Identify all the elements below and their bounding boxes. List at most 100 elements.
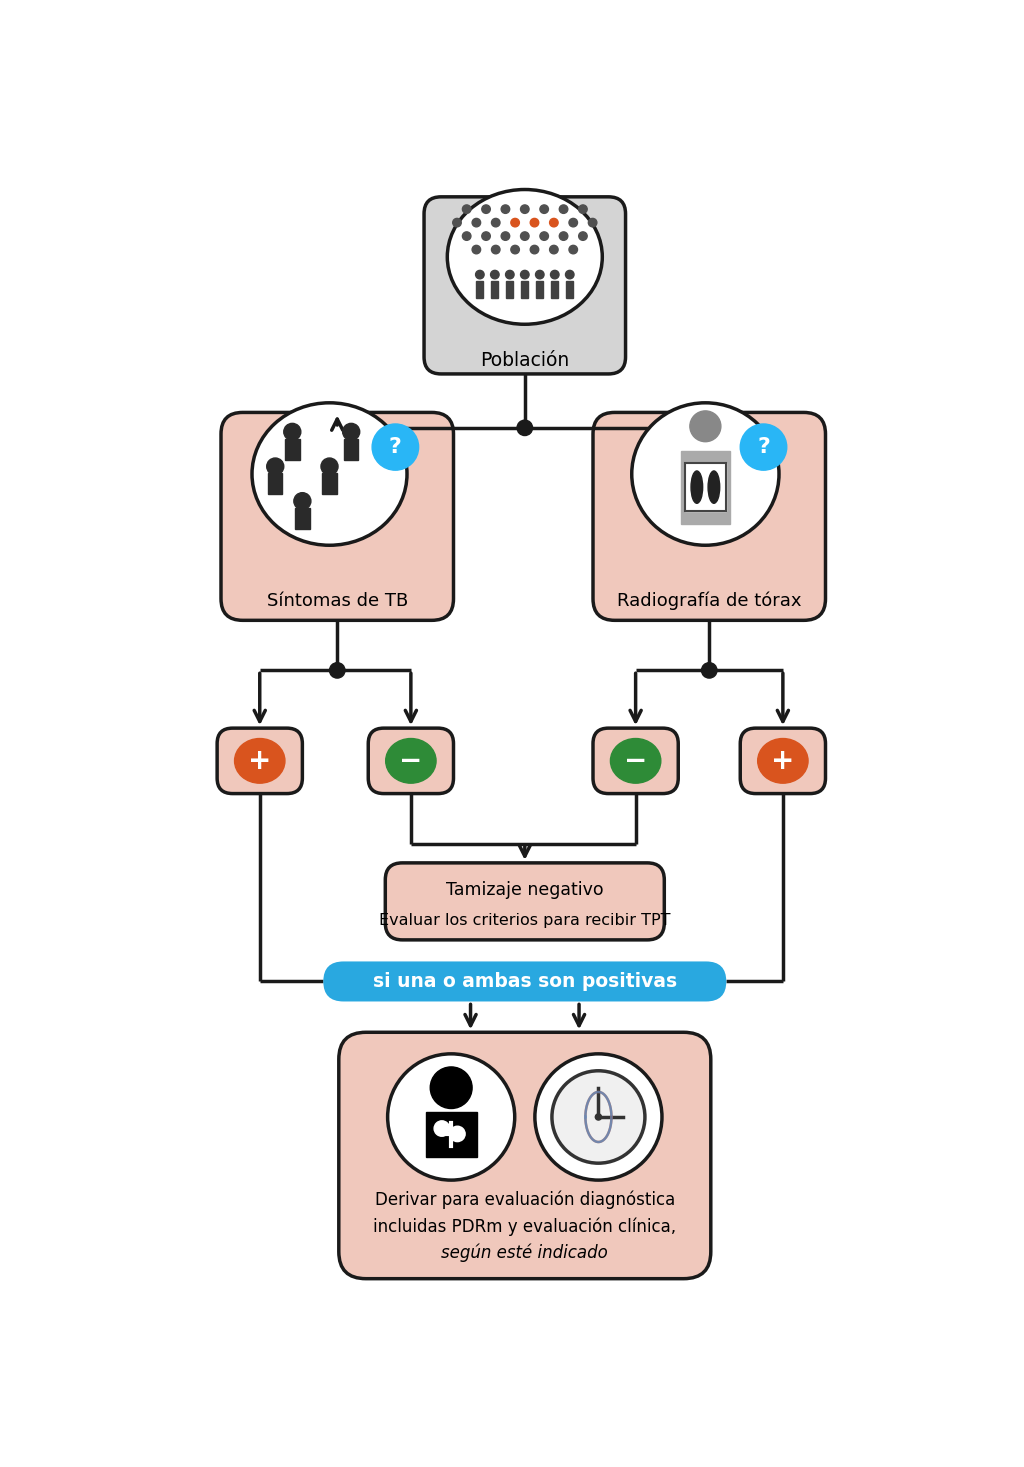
- Circle shape: [536, 270, 544, 279]
- Bar: [323, 474, 337, 494]
- Circle shape: [569, 219, 578, 227]
- Circle shape: [481, 232, 490, 241]
- Text: Evaluar los criterios para recibir TPT: Evaluar los criterios para recibir TPT: [379, 912, 671, 929]
- Ellipse shape: [234, 738, 285, 783]
- Bar: [476, 280, 483, 298]
- Ellipse shape: [447, 189, 602, 324]
- Circle shape: [520, 270, 529, 279]
- Circle shape: [372, 424, 419, 471]
- Circle shape: [492, 219, 500, 227]
- Circle shape: [321, 458, 338, 475]
- FancyBboxPatch shape: [593, 728, 678, 794]
- Circle shape: [530, 219, 539, 227]
- Bar: [566, 280, 573, 298]
- Circle shape: [501, 232, 510, 241]
- Bar: [506, 280, 513, 298]
- Circle shape: [453, 219, 461, 227]
- Text: +: +: [248, 747, 271, 775]
- Text: −: −: [624, 747, 647, 775]
- Ellipse shape: [610, 738, 660, 783]
- Bar: [685, 464, 726, 511]
- Circle shape: [481, 205, 490, 213]
- Bar: [285, 439, 300, 459]
- Circle shape: [595, 1113, 601, 1121]
- FancyBboxPatch shape: [385, 863, 665, 940]
- Circle shape: [450, 1127, 465, 1141]
- Bar: [685, 464, 726, 511]
- Circle shape: [463, 232, 471, 241]
- Text: incluidas PDRm y evaluación clínica,: incluidas PDRm y evaluación clínica,: [373, 1218, 677, 1235]
- Circle shape: [490, 270, 499, 279]
- Circle shape: [294, 493, 311, 509]
- Bar: [492, 280, 499, 298]
- Circle shape: [550, 219, 558, 227]
- Circle shape: [540, 232, 549, 241]
- FancyBboxPatch shape: [424, 197, 626, 374]
- Circle shape: [701, 663, 717, 678]
- Circle shape: [434, 1121, 450, 1137]
- Circle shape: [579, 205, 587, 213]
- Text: +: +: [771, 747, 795, 775]
- Text: −: −: [399, 747, 423, 775]
- Circle shape: [330, 663, 345, 678]
- Circle shape: [475, 270, 484, 279]
- Bar: [268, 474, 283, 494]
- Circle shape: [506, 270, 514, 279]
- Circle shape: [266, 458, 284, 475]
- Text: si una o ambas son positivas: si una o ambas son positivas: [373, 973, 677, 992]
- Bar: [537, 280, 544, 298]
- FancyBboxPatch shape: [339, 1033, 711, 1279]
- Ellipse shape: [535, 1053, 662, 1179]
- Circle shape: [690, 411, 721, 442]
- Text: Población: Población: [480, 351, 569, 370]
- Text: Radiografía de tórax: Radiografía de tórax: [617, 591, 802, 610]
- Circle shape: [511, 219, 519, 227]
- Circle shape: [511, 245, 519, 254]
- Circle shape: [501, 205, 510, 213]
- Circle shape: [463, 205, 471, 213]
- Text: Tamizaje negativo: Tamizaje negativo: [446, 880, 603, 899]
- Circle shape: [589, 219, 597, 227]
- Bar: [551, 280, 558, 298]
- FancyBboxPatch shape: [593, 412, 825, 621]
- Circle shape: [565, 270, 574, 279]
- Circle shape: [492, 245, 500, 254]
- Circle shape: [540, 205, 549, 213]
- Circle shape: [430, 1067, 472, 1109]
- Text: ?: ?: [389, 437, 401, 458]
- Text: según esté indicado: según esté indicado: [441, 1243, 608, 1262]
- Text: Derivar para evaluación diagnóstica: Derivar para evaluación diagnóstica: [375, 1191, 675, 1209]
- Circle shape: [740, 424, 786, 471]
- FancyBboxPatch shape: [221, 412, 454, 621]
- Circle shape: [520, 232, 529, 241]
- FancyBboxPatch shape: [324, 961, 726, 1002]
- FancyBboxPatch shape: [369, 728, 454, 794]
- Circle shape: [559, 232, 568, 241]
- Ellipse shape: [388, 1053, 515, 1179]
- Bar: [426, 1112, 477, 1157]
- Ellipse shape: [691, 471, 702, 503]
- Circle shape: [472, 245, 480, 254]
- Bar: [681, 450, 730, 524]
- Ellipse shape: [252, 403, 407, 546]
- Circle shape: [551, 270, 559, 279]
- FancyBboxPatch shape: [217, 728, 302, 794]
- Ellipse shape: [708, 471, 720, 503]
- Circle shape: [530, 245, 539, 254]
- Bar: [295, 508, 309, 530]
- Circle shape: [343, 424, 359, 440]
- FancyBboxPatch shape: [740, 728, 825, 794]
- Text: Síntomas de TB: Síntomas de TB: [266, 593, 408, 610]
- Text: ?: ?: [757, 437, 770, 458]
- Ellipse shape: [386, 738, 436, 783]
- Circle shape: [472, 219, 480, 227]
- Circle shape: [550, 245, 558, 254]
- Ellipse shape: [632, 403, 779, 546]
- Circle shape: [569, 245, 578, 254]
- Circle shape: [579, 232, 587, 241]
- Ellipse shape: [758, 738, 808, 783]
- Bar: [344, 439, 358, 459]
- Circle shape: [520, 205, 529, 213]
- Bar: [521, 280, 528, 298]
- Circle shape: [284, 424, 301, 440]
